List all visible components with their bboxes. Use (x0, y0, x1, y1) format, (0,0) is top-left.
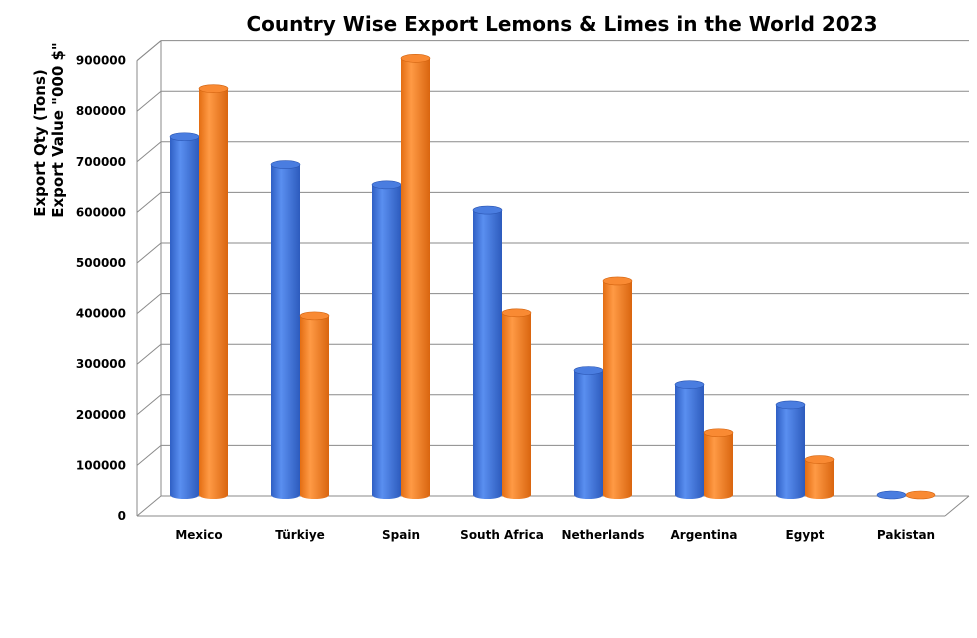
bar-series2 (299, 311, 330, 499)
bar-series1 (775, 400, 806, 499)
top-left-edge (136, 40, 162, 61)
bar-top (299, 311, 330, 321)
x-tick-label: Spain (382, 528, 420, 542)
bar-body (473, 210, 502, 500)
bar-body (372, 184, 401, 499)
bar-top (400, 54, 431, 63)
bar-top (501, 308, 532, 318)
bar-series1 (169, 132, 200, 500)
y-axis-label-line1: Export Qty (Tons) (31, 69, 49, 217)
y-tick-label: 300000 (76, 357, 126, 371)
bars-layer (169, 54, 936, 500)
bar-series2 (198, 84, 229, 500)
gridline-side (136, 141, 162, 163)
y-tick-label: 100000 (76, 458, 126, 472)
bar-series2 (602, 276, 633, 499)
bar-series1 (674, 380, 705, 499)
bar-top (472, 205, 503, 215)
bar-body (300, 315, 329, 499)
gridline-side (136, 394, 162, 416)
chart-title: Country Wise Export Lemons & Limes in th… (246, 12, 877, 36)
x-tick-label: Pakistan (877, 528, 935, 542)
bar-series2 (400, 54, 431, 500)
bar-body (170, 136, 199, 500)
bar-top (804, 455, 835, 464)
gridline-side (136, 343, 162, 365)
bar-body (603, 280, 632, 499)
bar-series2 (501, 308, 532, 499)
x-tick-label: South Africa (460, 528, 544, 542)
bar-body (776, 404, 805, 499)
bar-series2 (703, 428, 734, 499)
x-tick-label: Türkiye (275, 528, 325, 542)
grid-layer (136, 40, 970, 517)
y-tick-label: 700000 (76, 155, 126, 169)
bar-series1 (270, 160, 301, 499)
bar-body (704, 432, 733, 499)
bar-series2 (905, 490, 936, 500)
x-tick-label: Egypt (786, 528, 825, 542)
bar-series1 (371, 180, 402, 499)
bar-body (199, 88, 228, 500)
floor-right-edge (944, 495, 970, 517)
bar-top (573, 366, 604, 375)
bar-top (169, 132, 200, 142)
bar-series1 (876, 490, 907, 500)
y-tick-label: 800000 (76, 104, 126, 118)
labels-layer: 0 100000 200000 300000 400000 500000 600000 700… (76, 54, 935, 542)
x-tick-label: Argentina (671, 528, 738, 542)
y-tick-label: 400000 (76, 307, 126, 321)
bar-top (775, 400, 806, 410)
x-tick-label: Netherlands (561, 528, 644, 542)
bar-body (675, 384, 704, 499)
bar-top (674, 380, 705, 389)
bar-top (876, 490, 907, 500)
gridline-side (136, 495, 162, 517)
y-tick-label: 0 (118, 509, 126, 523)
bar-series2 (804, 455, 835, 499)
y-tick-label: 600000 (76, 205, 126, 219)
gridline-side (136, 445, 162, 466)
bar-series1 (573, 366, 604, 499)
bar-body (805, 459, 834, 499)
bar-top (703, 428, 734, 438)
y-tick-label: 500000 (76, 256, 126, 270)
bar-top (270, 160, 301, 169)
gridline-side (136, 242, 162, 264)
y-axis-label-line2: Export Value "000 $" (49, 42, 67, 217)
bar-body (271, 164, 300, 499)
bar-body (401, 58, 430, 500)
bar-series1 (472, 205, 503, 500)
bar-body (502, 312, 531, 499)
gridline-side (136, 192, 162, 213)
bar-body (574, 370, 603, 499)
x-tick-label: Mexico (175, 528, 222, 542)
bar-top (602, 276, 633, 286)
y-tick-label: 900000 (76, 54, 126, 68)
bar-top (905, 490, 936, 500)
gridline-side (136, 90, 162, 112)
bar-top (371, 180, 402, 190)
y-tick-label: 200000 (76, 408, 126, 422)
gridline-side (136, 293, 162, 314)
bar-top (198, 84, 229, 93)
